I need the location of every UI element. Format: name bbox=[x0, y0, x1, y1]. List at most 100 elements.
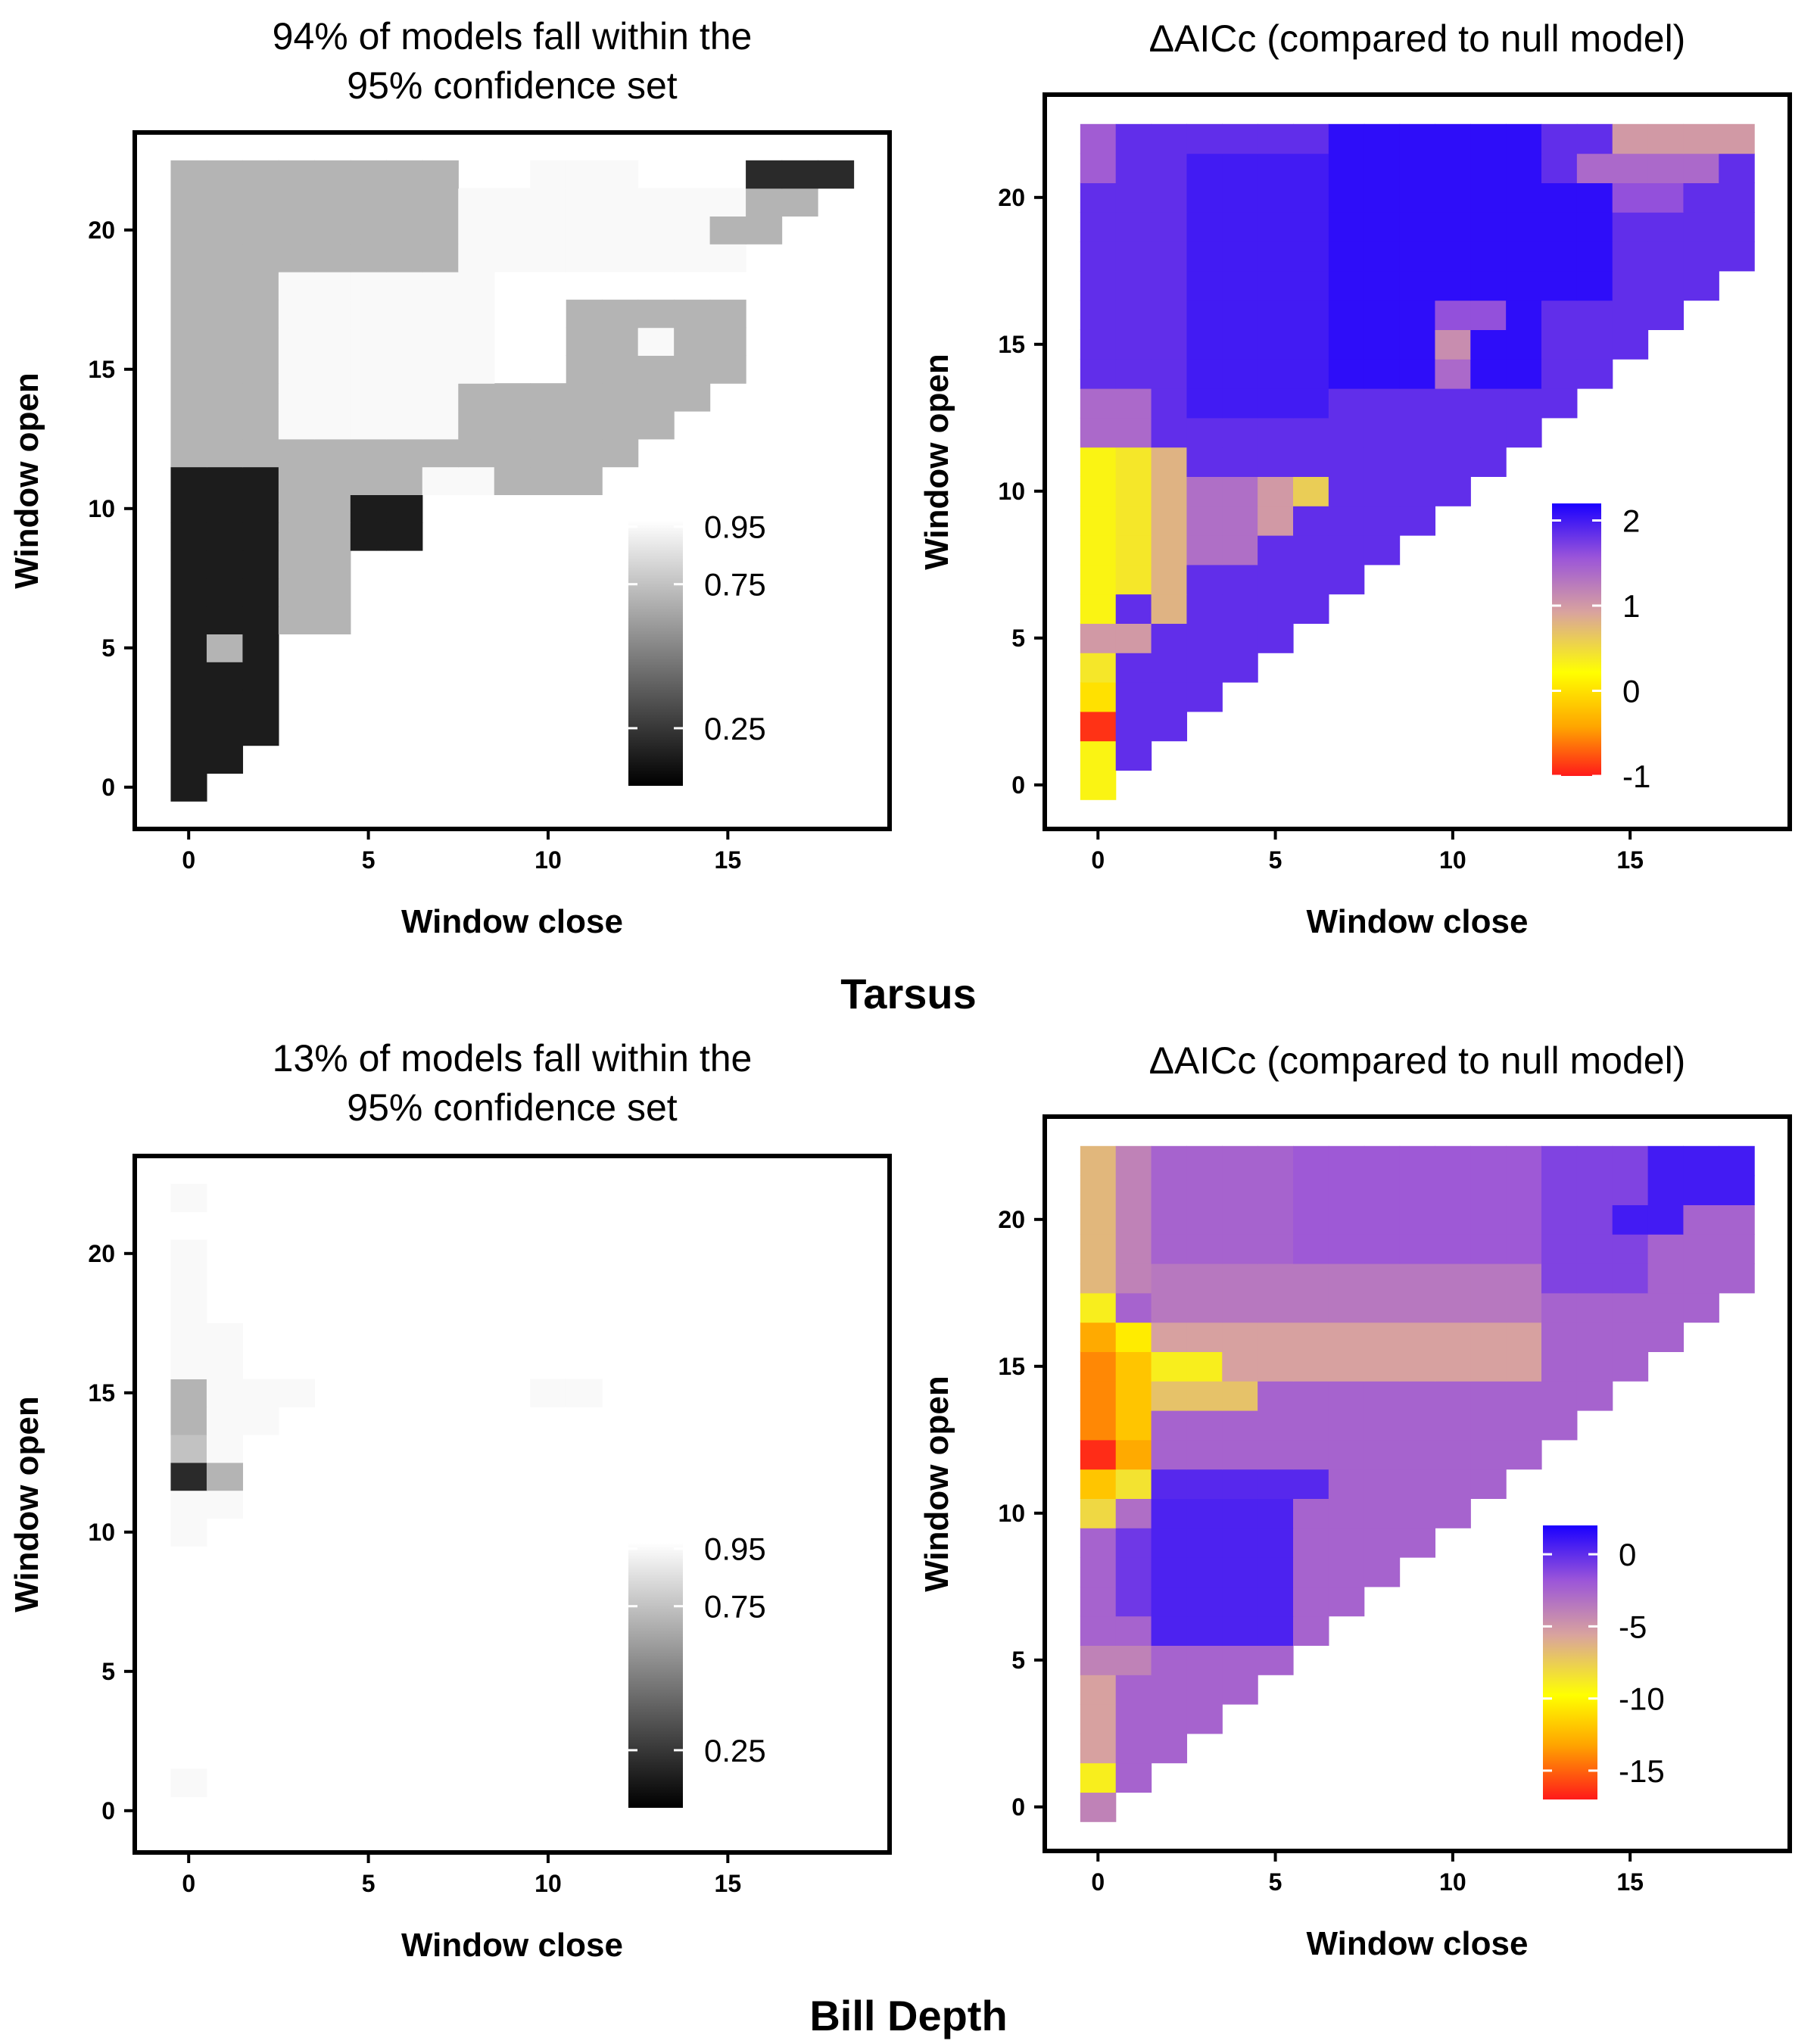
heatmap-cell bbox=[1151, 1586, 1188, 1617]
heatmap-cell bbox=[170, 438, 207, 468]
heatmap-cell bbox=[314, 327, 351, 356]
heatmap-cell bbox=[1364, 388, 1401, 419]
heatmap-cell bbox=[1506, 1175, 1542, 1205]
y-axis: 0 5 10 15 20 bbox=[998, 184, 1045, 799]
heatmap-cell bbox=[1328, 388, 1365, 419]
heatmap-cell bbox=[1222, 1292, 1258, 1323]
heatmap-cell bbox=[206, 1379, 244, 1407]
heatmap-cell bbox=[637, 299, 675, 329]
heatmap-cell bbox=[350, 272, 387, 301]
heatmap-cell bbox=[709, 355, 746, 384]
heatmap-cell bbox=[1186, 388, 1223, 419]
heatmap-cell bbox=[1186, 682, 1223, 712]
heatmap-cell bbox=[1541, 212, 1578, 242]
heatmap-cell bbox=[1541, 1234, 1578, 1264]
heatmap-cell bbox=[781, 160, 818, 189]
panel-title: 94% of models fall within the 95% confide… bbox=[273, 15, 753, 107]
heatmap-cell bbox=[1470, 1469, 1507, 1499]
heatmap-cell bbox=[1470, 1439, 1507, 1470]
heatmap-cell bbox=[1364, 1469, 1401, 1499]
heatmap-cell bbox=[278, 244, 315, 273]
heatmap-cell bbox=[1541, 359, 1578, 389]
heatmap-cell bbox=[386, 299, 423, 329]
heatmap-cell bbox=[1541, 329, 1578, 360]
heatmap-cell bbox=[1186, 300, 1223, 330]
heatmap-cell bbox=[566, 188, 603, 217]
heatmap-cell bbox=[602, 299, 639, 329]
heatmap-cell bbox=[1328, 1175, 1365, 1205]
heatmap-cell bbox=[746, 216, 783, 245]
heatmap-cell bbox=[422, 272, 459, 301]
legend-tick-label: 2 bbox=[1622, 503, 1640, 539]
heatmap-cell bbox=[1080, 1733, 1117, 1764]
heatmap-cell bbox=[1683, 1292, 1719, 1323]
heatmap-cell bbox=[1647, 1234, 1685, 1264]
heatmap-cell bbox=[1576, 123, 1613, 154]
heatmap-cell bbox=[278, 1379, 315, 1407]
heatmap-cell bbox=[242, 299, 279, 329]
heatmap-cell bbox=[602, 216, 639, 245]
heatmap-cell bbox=[1186, 153, 1223, 183]
heatmap-cell bbox=[1328, 300, 1365, 330]
heatmap-cell bbox=[170, 717, 207, 746]
heatmap-cell bbox=[1186, 506, 1223, 536]
heatmap-cell bbox=[1293, 1351, 1329, 1382]
heatmap-cell bbox=[1115, 1528, 1152, 1558]
heatmap-cell bbox=[494, 244, 531, 273]
heatmap-cell bbox=[242, 438, 279, 468]
heatmap-cell bbox=[1399, 1469, 1436, 1499]
heatmap-cell bbox=[1328, 1439, 1365, 1470]
heatmap-cell bbox=[386, 216, 423, 245]
heatmap-cell bbox=[1115, 1381, 1152, 1411]
heatmap-cell bbox=[1435, 123, 1471, 154]
heatmap-cell bbox=[1293, 1263, 1329, 1294]
heatmap-cell bbox=[1293, 1175, 1329, 1205]
heatmap-cell bbox=[350, 466, 387, 495]
heatmap-cell bbox=[422, 438, 459, 468]
heatmap-cell bbox=[170, 188, 207, 217]
heatmap-cell bbox=[1293, 1528, 1329, 1558]
heatmap-cell bbox=[1683, 123, 1719, 154]
heatmap-cell bbox=[1435, 241, 1471, 272]
heatmap-cell bbox=[170, 1490, 207, 1519]
heatmap-cell bbox=[1470, 123, 1507, 154]
heatmap-cell bbox=[1186, 447, 1223, 477]
heatmap-cell bbox=[637, 411, 675, 440]
heatmap-cell bbox=[170, 1239, 207, 1268]
heatmap-cell bbox=[278, 355, 315, 384]
heatmap-cell bbox=[1328, 1204, 1365, 1235]
heatmap-cell bbox=[1258, 1175, 1294, 1205]
heatmap-cell bbox=[746, 188, 783, 217]
heatmap-cell bbox=[1186, 1204, 1223, 1235]
heatmap-cell bbox=[206, 216, 244, 245]
y-axis-label: Window open bbox=[8, 1396, 45, 1612]
heatmap-cell bbox=[1470, 241, 1507, 272]
heatmap-cell bbox=[242, 272, 279, 301]
heatmap-cell bbox=[206, 411, 244, 440]
heatmap-cell bbox=[1576, 1351, 1613, 1382]
heatmap-cell bbox=[1435, 1439, 1471, 1470]
heatmap-cell bbox=[1115, 1469, 1152, 1499]
heatmap-cell bbox=[1435, 1410, 1471, 1441]
heatmap-cell bbox=[1576, 1322, 1613, 1352]
heatmap-cell bbox=[1612, 212, 1649, 242]
x-tick-label: 5 bbox=[1269, 846, 1282, 874]
heatmap-cell bbox=[1506, 1145, 1542, 1176]
heatmap-cell bbox=[674, 383, 711, 412]
heatmap-cell bbox=[170, 773, 207, 802]
heatmap-cell bbox=[1258, 535, 1294, 566]
y-tick-label: 15 bbox=[88, 356, 115, 383]
heatmap-cell bbox=[1399, 1204, 1436, 1235]
heatmap-cell bbox=[1435, 1145, 1471, 1176]
heatmap-cell bbox=[1719, 1204, 1755, 1235]
heatmap-cell bbox=[1399, 506, 1436, 536]
heatmap-cell bbox=[1293, 182, 1329, 213]
heatmap-cell bbox=[458, 438, 495, 468]
heatmap-cell bbox=[1435, 212, 1471, 242]
heatmap-cell bbox=[674, 216, 711, 245]
heatmap-cell bbox=[1328, 1145, 1365, 1176]
heatmap-cell bbox=[1683, 153, 1719, 183]
heatmap-cell bbox=[1293, 270, 1329, 301]
heatmap-cell bbox=[170, 1768, 207, 1797]
heatmap-cell bbox=[1435, 1381, 1471, 1411]
